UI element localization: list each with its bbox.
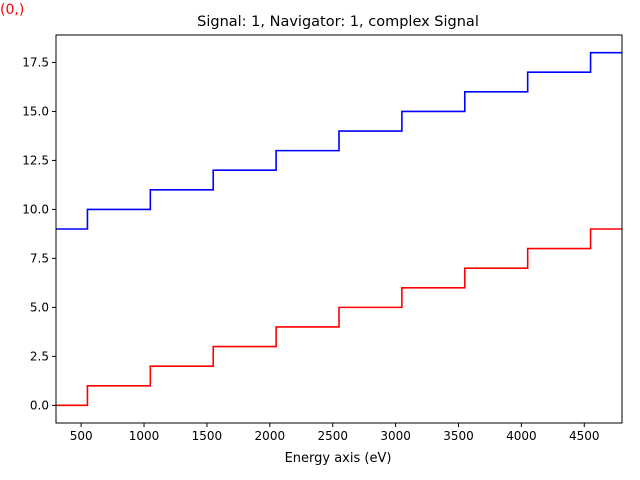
x-axis-label: Energy axis (eV) — [285, 451, 392, 466]
x-tick-label: 1000 — [129, 429, 160, 443]
y-tick-label: 5.0 — [30, 300, 49, 314]
series-line-1 — [56, 51, 622, 230]
plot-area — [55, 34, 623, 424]
x-tick-label: 1500 — [192, 429, 223, 443]
y-tick-label: 10.0 — [22, 202, 49, 216]
x-tick-label: 3000 — [380, 429, 411, 443]
y-axis: 0.0 2.5 5.0 7.5 10.0 12.5 15.0 17.5 — [22, 55, 56, 412]
series-line-2 — [56, 228, 622, 407]
index-label: (0,) — [0, 2, 25, 18]
x-axis: 500 1000 1500 2000 2500 3000 3500 4000 4500 — [70, 423, 600, 443]
y-tick-label: 7.5 — [30, 251, 49, 265]
x-tick-label: 3500 — [443, 429, 474, 443]
series-layer — [56, 51, 622, 407]
x-tick-label: 500 — [70, 429, 93, 443]
y-tick-label: 17.5 — [22, 55, 49, 69]
x-tick-label: 2000 — [255, 429, 286, 443]
y-tick-label: 2.5 — [30, 349, 49, 363]
chart-title: Signal: 1, Navigator: 1, complex Signal — [197, 14, 479, 30]
x-tick-label: 2500 — [317, 429, 348, 443]
y-tick-label: 12.5 — [22, 153, 49, 167]
x-tick-label: 4500 — [569, 429, 600, 443]
x-tick-label: 4000 — [506, 429, 537, 443]
y-tick-label: 0.0 — [30, 398, 49, 412]
y-tick-label: 15.0 — [22, 104, 49, 118]
